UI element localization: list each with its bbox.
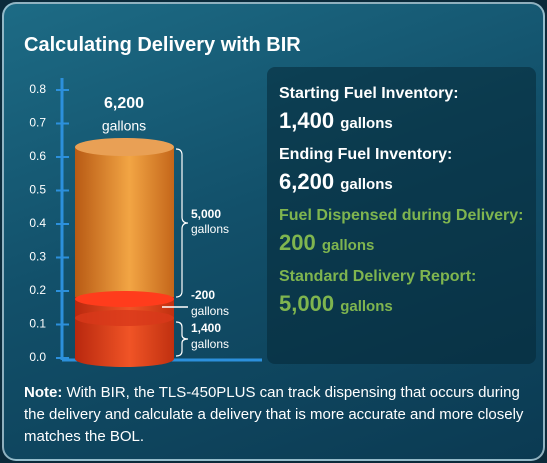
tank-bottom <box>75 351 174 367</box>
panel-unit: gallons <box>321 237 375 254</box>
brace <box>175 321 189 357</box>
panel-label: Ending Fuel Inventory: <box>279 146 453 163</box>
note-text: With BIR, the TLS-450PLUS can track disp… <box>24 384 524 445</box>
panel-label: Fuel Dispensed during Delivery: <box>279 207 524 224</box>
panel-value: 5,000 <box>279 291 335 316</box>
panel-value: 200 <box>279 230 316 255</box>
top-value: 6,200 <box>104 95 144 112</box>
level-1400 <box>75 310 174 326</box>
brace <box>175 148 189 298</box>
brace-unit: gallons <box>191 337 229 351</box>
brace-value: -200 <box>191 288 215 302</box>
tank-top <box>75 138 174 156</box>
brace-value: 1,400 <box>191 321 221 335</box>
tick-label: 0.7 <box>29 116 46 130</box>
brace-value: 5,000 <box>191 207 221 221</box>
note: Note: With BIR, the TLS-450PLUS can trac… <box>24 382 529 448</box>
tick-label: 0.6 <box>29 149 46 163</box>
panel-value-row: 200 gallons <box>279 229 524 260</box>
tick-label: 0.5 <box>29 183 46 197</box>
title: Calculating Delivery with BIR <box>24 34 301 56</box>
brace-unit: gallons <box>191 304 229 318</box>
tank-diagram: 6,200 gallons 5,000 gallons -200 gallons… <box>29 78 262 367</box>
panel-label: Starting Fuel Inventory: <box>279 85 459 102</box>
panel-value-row: 1,400 gallons <box>279 107 524 138</box>
level-1200 <box>75 291 174 307</box>
tick-label: 0.0 <box>29 350 46 364</box>
panel-label: Standard Delivery Report: <box>279 268 477 285</box>
panel-unit: gallons <box>340 298 393 315</box>
panel-value-row: 5,000 gallons <box>279 290 524 321</box>
tick-label: 0.8 <box>29 82 46 96</box>
note-label: Note: <box>24 384 63 401</box>
info-panel: Starting Fuel Inventory: 1,400 gallons End… <box>267 67 536 364</box>
top-unit: gallons <box>102 118 146 134</box>
panel-value: 1,400 <box>279 108 335 133</box>
tick-label: 0.2 <box>29 283 46 297</box>
panel-value-row: 6,200 gallons <box>279 168 524 199</box>
tick-label: 0.4 <box>29 216 46 230</box>
tick-label: 0.3 <box>29 250 46 264</box>
brace-unit: gallons <box>191 222 229 236</box>
panel-unit: gallons <box>340 176 393 193</box>
tick-label: 0.1 <box>29 317 46 331</box>
tank-low-section <box>75 297 174 359</box>
panel-unit: gallons <box>340 115 393 132</box>
panel-value: 6,200 <box>279 169 335 194</box>
